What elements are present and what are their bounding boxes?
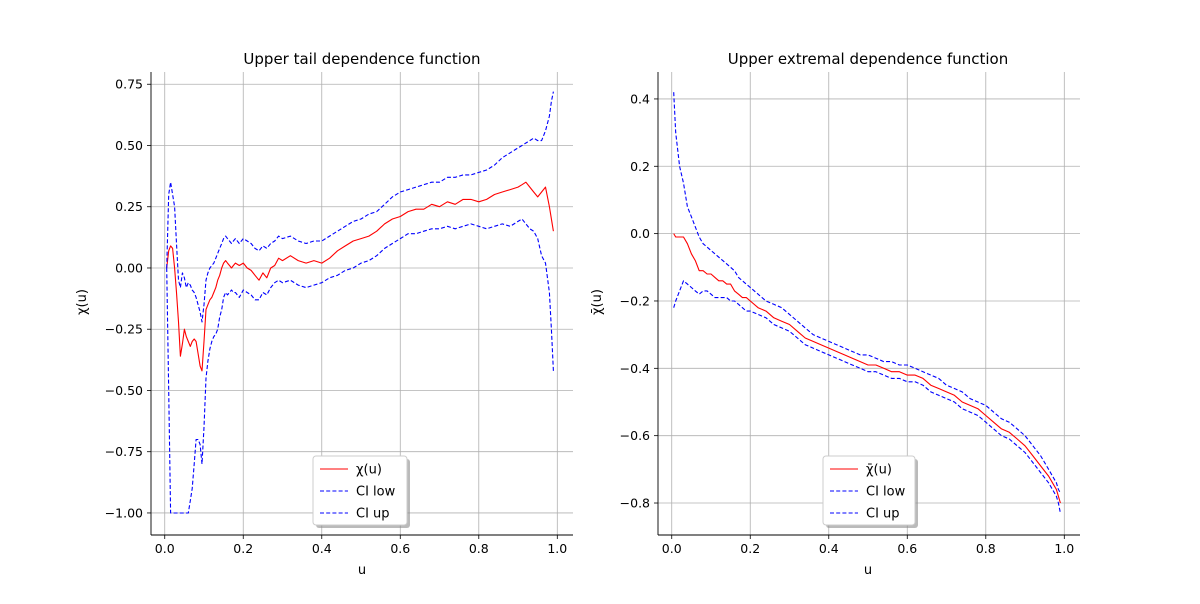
axes: 0.0 0.2 0.4 0.6 0.8 1.0 −1.00 −0.75 −0.50 −0.25 0.… bbox=[105, 72, 573, 556]
x-tick-label: 1.0 bbox=[1054, 541, 1074, 556]
legend-label-2: CI up bbox=[356, 507, 390, 522]
x-tick-label: 1.0 bbox=[547, 541, 567, 556]
legend: χ̄(u) CI low CI up bbox=[822, 455, 918, 528]
chart-title: Upper tail dependence function bbox=[243, 50, 480, 68]
y-tick-label: −0.2 bbox=[620, 293, 650, 308]
y-tick-label: −0.50 bbox=[105, 383, 143, 398]
y-axis-label: χ̄(u) bbox=[590, 289, 605, 315]
x-tick-label: 0.4 bbox=[819, 541, 839, 556]
y-tick-label: 0.2 bbox=[630, 159, 650, 174]
series-line-0 bbox=[673, 233, 1061, 504]
legend-label-1: CI low bbox=[356, 485, 396, 500]
x-axis-label: u bbox=[358, 563, 366, 578]
y-tick-label: −0.75 bbox=[105, 444, 143, 459]
x-tick-label: 0.2 bbox=[233, 541, 253, 556]
y-tick-label: −0.4 bbox=[620, 361, 650, 376]
chart-title: Upper extremal dependence function bbox=[728, 50, 1009, 68]
legend-label-0: χ(u) bbox=[356, 463, 382, 478]
y-tick-label: 0.0 bbox=[630, 226, 650, 241]
plot-area bbox=[166, 91, 554, 514]
x-tick-label: 0.0 bbox=[155, 541, 175, 556]
y-tick-label: −0.6 bbox=[620, 428, 650, 443]
legend-label-0: χ̄(u) bbox=[866, 463, 892, 478]
legend-label-1: CI low bbox=[866, 485, 906, 500]
x-tick-label: 0.6 bbox=[390, 541, 410, 556]
x-tick-label: 0.6 bbox=[897, 541, 917, 556]
series-line-0 bbox=[166, 181, 554, 372]
series-line-1 bbox=[166, 218, 554, 514]
series-line-2 bbox=[673, 92, 1061, 494]
chart-upper-extremal-dependence: Upper extremal dependence function u χ̄(… bbox=[590, 50, 1080, 578]
y-tick-label: 0.75 bbox=[115, 77, 143, 92]
y-tick-label: −1.00 bbox=[105, 505, 143, 520]
grid bbox=[151, 72, 573, 535]
x-tick-label: 0.0 bbox=[662, 541, 682, 556]
plot-area bbox=[673, 92, 1061, 514]
x-axis-label: u bbox=[864, 563, 872, 578]
y-tick-label: 0.25 bbox=[115, 199, 143, 214]
chart-upper-tail-dependence: Upper tail dependence function u χ(u) 0.… bbox=[75, 50, 573, 578]
y-tick-label: 0.50 bbox=[115, 138, 143, 153]
y-axis-label: χ(u) bbox=[75, 289, 90, 315]
x-tick-label: 0.2 bbox=[740, 541, 760, 556]
legend-label-2: CI up bbox=[866, 507, 900, 522]
legend-box bbox=[822, 455, 916, 526]
y-tick-label: 0.00 bbox=[115, 260, 143, 275]
y-tick-label: −0.25 bbox=[105, 322, 143, 337]
x-tick-label: 0.8 bbox=[469, 541, 489, 556]
x-tick-label: 0.8 bbox=[976, 541, 996, 556]
x-tick-label: 0.4 bbox=[312, 541, 332, 556]
y-tick-label: −0.8 bbox=[620, 496, 650, 511]
series-line-1 bbox=[673, 280, 1061, 514]
legend: χ(u) CI low CI up bbox=[312, 455, 410, 528]
series-line-2 bbox=[166, 91, 554, 323]
axes: 0.0 0.2 0.4 0.6 0.8 1.0 −0.8 −0.6 −0.4 −0.2 0.0 0.2… bbox=[620, 72, 1080, 556]
legend-box bbox=[312, 455, 408, 526]
y-tick-label: 0.4 bbox=[630, 91, 650, 106]
